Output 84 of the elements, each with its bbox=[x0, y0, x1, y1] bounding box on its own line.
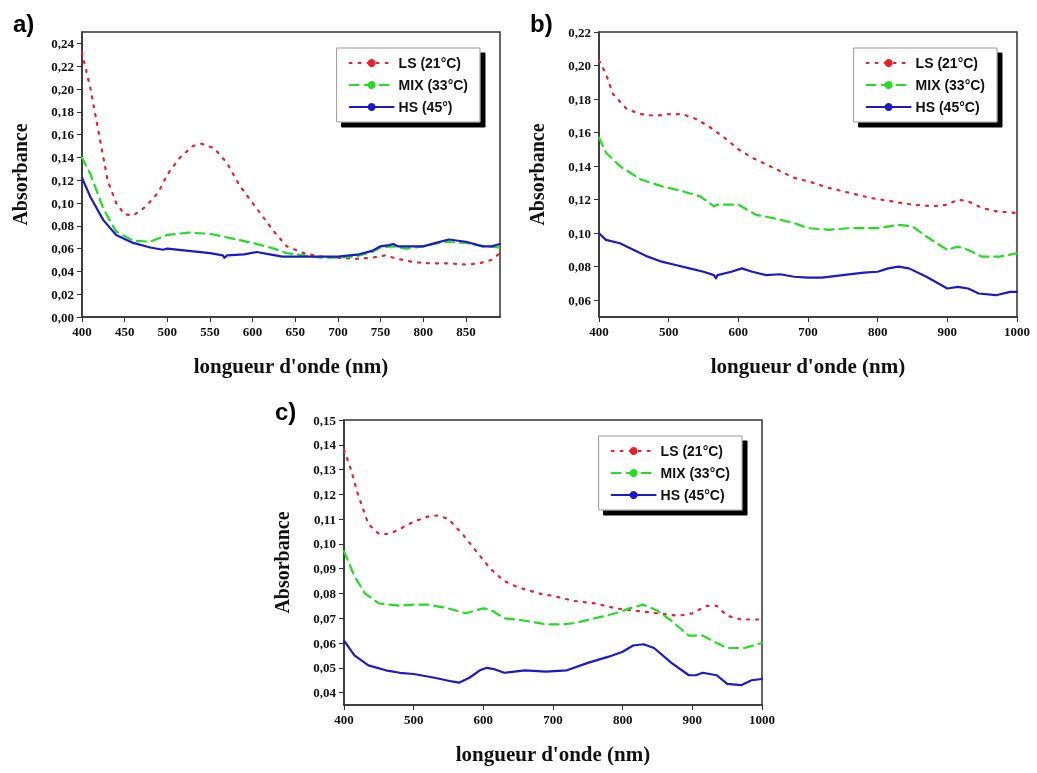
y-tick-label: 0,00 bbox=[51, 309, 74, 325]
legend-label: LS (21°C) bbox=[915, 55, 979, 71]
x-tick-label: 600 bbox=[728, 324, 749, 339]
x-tick-label: 600 bbox=[242, 324, 263, 339]
y-tick-label: 0,07 bbox=[313, 610, 337, 626]
x-tick-label: 800 bbox=[867, 324, 888, 339]
chart-title: c) bbox=[275, 397, 297, 425]
y-tick-label: 0,10 bbox=[51, 195, 74, 211]
chart-title: b) bbox=[530, 9, 553, 37]
x-tick-label: 400 bbox=[334, 712, 354, 727]
y-tick-label: 0,16 bbox=[51, 127, 75, 143]
legend-label: LS (21°C) bbox=[398, 55, 462, 71]
legend-label: LS (21°C) bbox=[660, 443, 724, 459]
line-series bbox=[342, 550, 764, 650]
y-tick-label: 0,08 bbox=[568, 259, 592, 275]
y-tick-label: 0,11 bbox=[313, 511, 336, 527]
y-tick-label: 0,22 bbox=[568, 24, 591, 40]
x-tick-label: 750 bbox=[370, 324, 391, 339]
y-tick-label: 0,10 bbox=[313, 536, 336, 552]
y-tick-label: 0,20 bbox=[51, 81, 74, 97]
y-tick-label: 0,02 bbox=[51, 286, 74, 302]
y-tick-label: 0,14 bbox=[313, 437, 337, 453]
y-tick-label: 0,06 bbox=[313, 635, 337, 651]
x-tick-label: 650 bbox=[285, 324, 306, 339]
x-tick-label: 800 bbox=[413, 324, 433, 339]
y-tick-label: 0,18 bbox=[568, 91, 592, 107]
line-series bbox=[597, 59, 1019, 215]
x-tick-label: 500 bbox=[658, 324, 679, 339]
y-tick-label: 0,04 bbox=[51, 263, 75, 279]
y-tick-label: 0,06 bbox=[568, 292, 592, 308]
y-tick-label: 0,09 bbox=[313, 561, 337, 577]
y-tick-label: 0,12 bbox=[313, 486, 336, 502]
y-tick-label: 0,14 bbox=[51, 149, 75, 165]
legend-label: HS (45°C) bbox=[915, 99, 980, 115]
x-tick-label: 900 bbox=[937, 324, 958, 339]
x-tick-label: 500 bbox=[403, 712, 424, 727]
legend-label: MIX (33°C) bbox=[398, 77, 469, 93]
x-tick-label: 800 bbox=[612, 712, 633, 727]
y-tick-label: 0,10 bbox=[568, 225, 591, 241]
y-tick-label: 0,12 bbox=[51, 172, 74, 188]
line-series bbox=[342, 639, 764, 687]
x-tick-label: 550 bbox=[200, 324, 220, 339]
x-axis-title: longueur d'onde (nm) bbox=[193, 353, 389, 378]
y-tick-label: 0,16 bbox=[568, 125, 592, 141]
y-tick-label: 0,14 bbox=[568, 158, 592, 174]
chart-title: a) bbox=[13, 9, 35, 37]
y-tick-label: 0,13 bbox=[313, 462, 337, 478]
x-axis-title: longueur d'onde (nm) bbox=[710, 353, 906, 378]
legend-label: HS (45°) bbox=[398, 99, 453, 115]
line-series bbox=[597, 136, 1019, 258]
y-tick-label: 0,15 bbox=[313, 412, 337, 428]
y-tick-label: 0,08 bbox=[313, 585, 337, 601]
y-tick-label: 0,08 bbox=[51, 218, 75, 234]
y-tick-label: 0,04 bbox=[313, 685, 337, 701]
line-series bbox=[80, 51, 502, 266]
y-tick-label: 0,18 bbox=[51, 104, 75, 120]
x-tick-label: 700 bbox=[543, 712, 563, 727]
x-tick-label: 400 bbox=[589, 324, 609, 339]
x-tick-label: 400 bbox=[72, 324, 92, 339]
x-tick-label: 1000 bbox=[1004, 324, 1030, 339]
line-series bbox=[80, 156, 502, 259]
y-tick-label: 0,24 bbox=[51, 35, 75, 51]
y-tick-label: 0,12 bbox=[568, 192, 591, 208]
y-tick-label: 0,20 bbox=[568, 58, 591, 74]
y-tick-label: 0,05 bbox=[313, 660, 337, 676]
y-axis-title: Absorbance bbox=[271, 511, 293, 614]
x-tick-label: 700 bbox=[798, 324, 818, 339]
legend-label: MIX (33°C) bbox=[660, 465, 731, 481]
y-tick-label: 0,22 bbox=[51, 58, 74, 74]
x-axis-title: longueur d'onde (nm) bbox=[455, 741, 651, 766]
x-tick-label: 600 bbox=[473, 712, 494, 727]
legend-label: HS (45°C) bbox=[660, 487, 725, 503]
y-axis-title: Absorbance bbox=[9, 123, 31, 226]
x-tick-label: 900 bbox=[682, 712, 703, 727]
x-tick-label: 500 bbox=[157, 324, 178, 339]
x-tick-label: 450 bbox=[114, 324, 135, 339]
legend-label: MIX (33°C) bbox=[915, 77, 986, 93]
x-tick-label: 850 bbox=[456, 324, 476, 339]
x-tick-label: 1000 bbox=[749, 712, 775, 727]
line-series bbox=[80, 176, 502, 259]
x-tick-label: 700 bbox=[328, 324, 348, 339]
y-tick-label: 0,06 bbox=[51, 241, 75, 257]
line-series bbox=[597, 232, 1019, 297]
y-axis-title: Absorbance bbox=[526, 123, 548, 226]
